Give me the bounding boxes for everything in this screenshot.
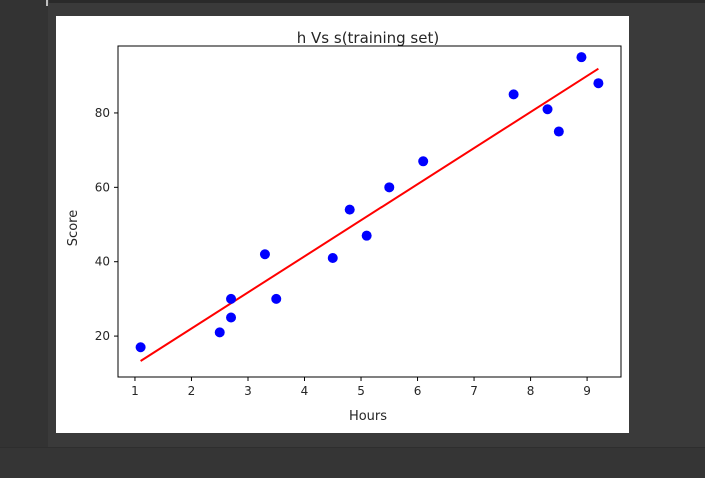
cell-gutter (0, 0, 49, 447)
data-point (418, 156, 429, 167)
data-point (271, 293, 282, 304)
x-tick-label: 5 (357, 384, 365, 398)
x-tick-label: 1 (131, 384, 139, 398)
x-tick-label: 3 (244, 384, 252, 398)
data-point (508, 89, 519, 100)
data-point (327, 252, 338, 263)
data-point (226, 312, 237, 323)
y-tick-label: 60 (95, 180, 110, 194)
y-tick-label: 20 (95, 329, 110, 343)
x-tick-label: 2 (188, 384, 196, 398)
x-tick-label: 6 (414, 384, 422, 398)
data-point (259, 249, 270, 260)
next-cell-strip (0, 447, 705, 478)
data-point (593, 78, 604, 89)
y-axis-ticks: 20 40 60 80 (95, 106, 118, 343)
data-point (361, 230, 372, 241)
data-point (226, 293, 237, 304)
x-axis-label: Hours (349, 409, 387, 424)
scatter-chart: h Vs s(training set) Hours Score 1 2 3 4 5 6 7… (66, 29, 622, 424)
y-axis-label: Score (66, 210, 81, 246)
plot-frame (117, 45, 622, 378)
data-point (384, 182, 395, 193)
x-tick-label: 7 (470, 384, 478, 398)
data-point (135, 342, 146, 353)
series-layer (135, 52, 604, 362)
chart-title: h Vs s(training set) (297, 29, 439, 47)
top-bar (0, 0, 705, 3)
y-tick-label: 80 (95, 106, 110, 120)
x-tick-label: 9 (583, 384, 591, 398)
data-point (553, 126, 564, 137)
cell-gutter-marker (46, 0, 48, 6)
data-point (576, 52, 587, 63)
regression-line (140, 67, 599, 362)
x-axis-ticks: 1 2 3 4 5 6 7 8 9 (131, 377, 591, 398)
data-point (542, 104, 553, 115)
x-tick-label: 8 (527, 384, 535, 398)
data-point (214, 327, 225, 338)
data-point (344, 204, 355, 215)
chart-figure: h Vs s(training set) Hours Score 1 2 3 4 5 6 7… (56, 16, 629, 433)
y-tick-label: 40 (95, 255, 110, 269)
x-tick-label: 4 (301, 384, 309, 398)
